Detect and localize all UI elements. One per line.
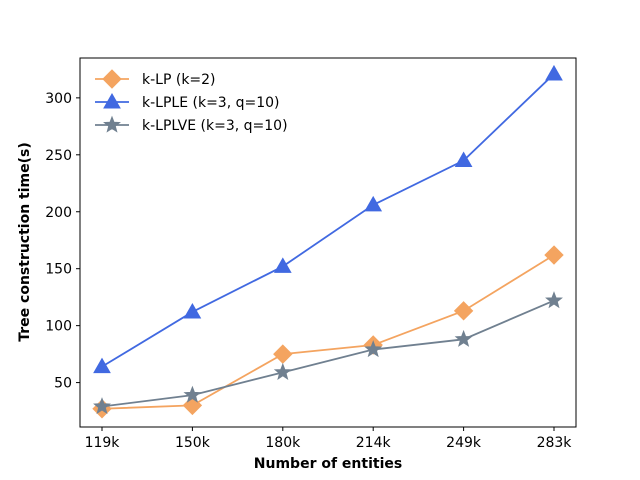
series-line: [101, 299, 555, 408]
data-point: [93, 397, 111, 415]
legend: k-LP (k=2) k-LPLE (k=3, q=10) k-LPLVE (k=3…: [95, 69, 288, 134]
y-axis-title: Tree construction time(s): [17, 142, 33, 342]
x-tick-label: 249k: [446, 435, 482, 451]
x-tick-label: 214k: [356, 435, 392, 451]
data-point: [544, 245, 564, 265]
data-point: [453, 301, 474, 321]
data-point: [454, 329, 473, 347]
x-tick-label: 150k: [175, 435, 211, 451]
data-point: [183, 385, 202, 403]
legend-label: k-LPLVE (k=3, q=10): [142, 118, 288, 134]
legend-marker: [102, 69, 122, 89]
data-point: [364, 195, 383, 212]
y-tick-label: 50: [54, 376, 72, 392]
legend-marker: [103, 92, 121, 109]
data-point: [454, 151, 473, 167]
data-point: [273, 344, 293, 364]
x-axis-title: Number of entities: [254, 456, 402, 472]
data-point: [183, 302, 202, 319]
y-tick-label: 200: [45, 205, 72, 221]
x-tick-label: 119k: [85, 435, 121, 451]
y-tick-label: 250: [45, 148, 72, 164]
data-point: [93, 357, 111, 374]
series-line: [101, 73, 555, 368]
y-tick-label: 100: [45, 319, 72, 335]
data-point: [273, 362, 292, 380]
y-tick-label: 150: [45, 262, 72, 278]
data-point: [273, 257, 292, 273]
data-point: [545, 64, 563, 81]
y-axis: 50 100 150 200 250 300: [45, 91, 80, 392]
x-tick-label: 180k: [265, 435, 301, 451]
data-point: [545, 291, 563, 309]
y-tick-label: 300: [45, 91, 72, 107]
legend-marker: [103, 115, 121, 133]
series-line: [101, 254, 555, 410]
series-1: [92, 245, 564, 419]
x-axis: 119k 150k 180k 214k 249k 283k: [85, 427, 573, 451]
legend-item: k-LPLVE (k=3, q=10): [95, 115, 288, 134]
plot-frame: [79, 57, 577, 428]
data-point: [364, 340, 383, 358]
legend-item: k-LPLE (k=3, q=10): [95, 92, 280, 111]
legend-label: k-LP (k=2): [142, 72, 216, 88]
legend-item: k-LP (k=2): [95, 69, 216, 89]
series-3: [93, 291, 563, 415]
series-layer: [92, 64, 564, 419]
x-tick-label: 283k: [537, 435, 573, 451]
legend-label: k-LPLE (k=3, q=10): [142, 95, 280, 111]
series-2: [93, 64, 563, 374]
